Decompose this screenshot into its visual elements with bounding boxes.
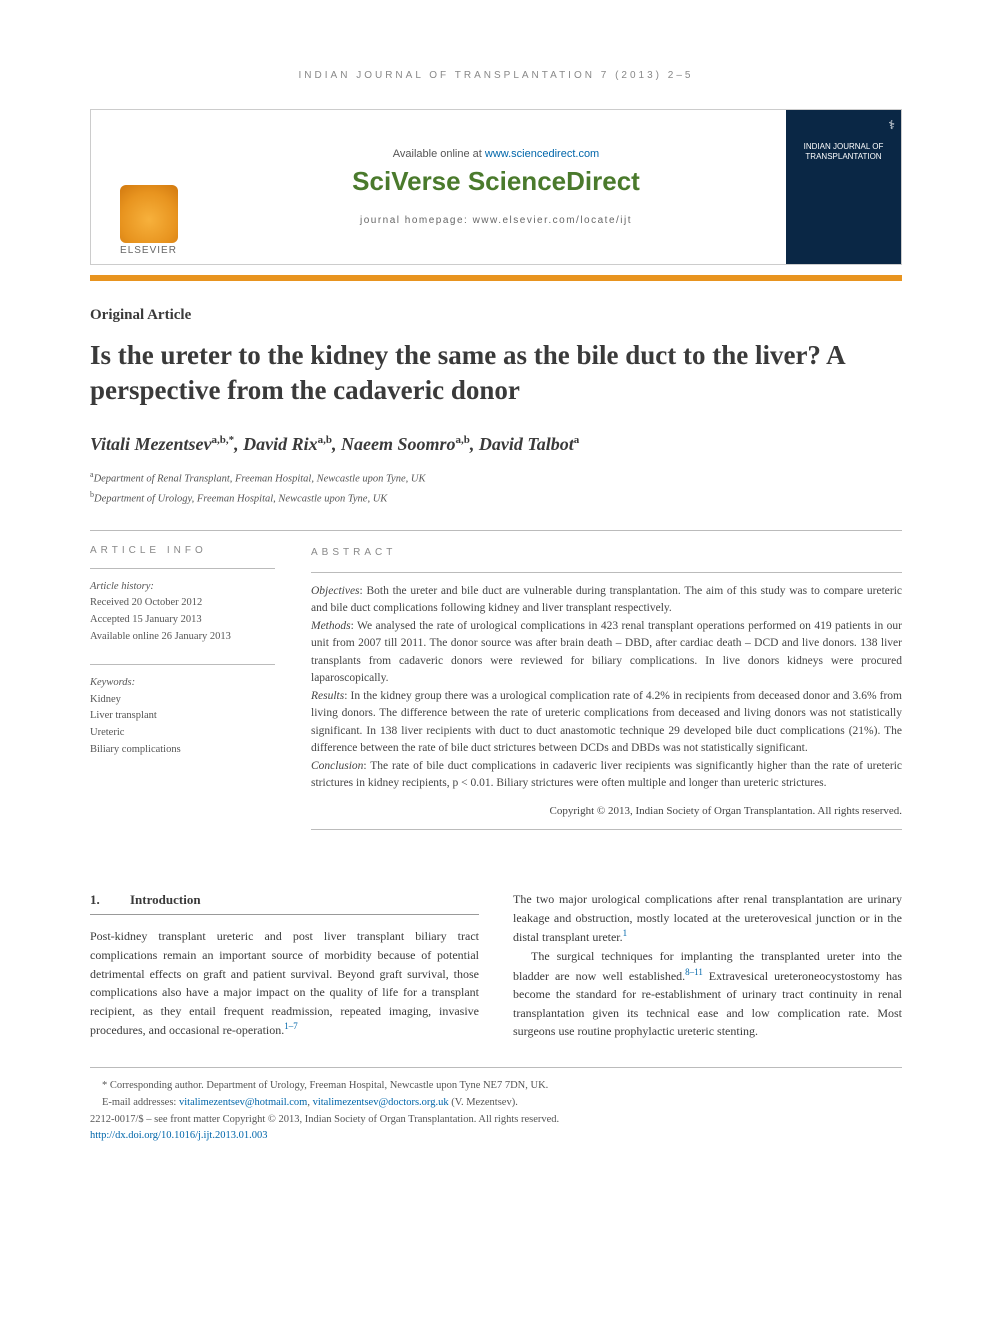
section-number: 1. — [90, 890, 130, 910]
divider — [90, 568, 275, 569]
abstract-objectives: Objectives: Both the ureter and bile duc… — [311, 583, 902, 618]
email-link[interactable]: vitalimezentsev@hotmail.com — [179, 1097, 307, 1108]
keyword: Kidney — [90, 694, 121, 705]
divider — [311, 572, 902, 573]
page: INDIAN JOURNAL OF TRANSPLANTATION 7 (201… — [0, 0, 992, 1185]
email-line: E-mail addresses: vitalimezentsev@hotmai… — [90, 1095, 902, 1112]
abstract-methods: Methods: We analysed the rate of urologi… — [311, 618, 902, 687]
issn-copyright: 2212-0017/$ – see front matter Copyright… — [90, 1112, 902, 1129]
banner-center: Available online at www.sciencedirect.co… — [206, 110, 786, 264]
divider — [90, 664, 275, 665]
abs-label: Conclusion — [311, 760, 363, 772]
email-label: E-mail addresses: — [102, 1097, 179, 1108]
email-link[interactable]: vitalimezentsev@doctors.org.uk — [313, 1097, 449, 1108]
citation-ref[interactable]: 1 — [623, 928, 628, 938]
author-affil-marker: a — [574, 434, 580, 446]
abs-text: Both the ureter and bile duct are vulner… — [311, 585, 902, 614]
abstract-conclusion: Conclusion: The rate of bile duct compli… — [311, 758, 902, 793]
affiliation: aDepartment of Renal Transplant, Freeman… — [90, 469, 902, 487]
affiliation: bDepartment of Urology, Freeman Hospital… — [90, 489, 902, 507]
sciencedirect-link[interactable]: www.sciencedirect.com — [485, 148, 599, 160]
abstract-results: Results: In the kidney group there was a… — [311, 688, 902, 757]
corresponding-author: * Corresponding author. Department of Ur… — [90, 1078, 902, 1095]
author: Naeem Soomro — [341, 434, 456, 454]
keywords-block: Keywords: Kidney Liver transplant Ureter… — [90, 675, 275, 759]
abs-text: We analysed the rate of urological compl… — [311, 620, 902, 684]
elsevier-logo: ELSEVIER — [120, 185, 178, 256]
running-head: INDIAN JOURNAL OF TRANSPLANTATION 7 (201… — [90, 70, 902, 81]
section-heading: 1.Introduction — [90, 890, 479, 915]
abs-label: Objectives — [311, 585, 360, 597]
section-title: Introduction — [130, 892, 201, 907]
author-list: Vitali Mezentseva,b,*, David Rixa,b, Nae… — [90, 434, 902, 455]
body-paragraph: Post-kidney transplant ureteric and post… — [90, 927, 479, 1040]
keyword: Ureteric — [90, 727, 124, 738]
history-online: Available online 26 January 2013 — [90, 631, 231, 642]
keywords-label: Keywords: — [90, 677, 135, 688]
affil-text: Department of Urology, Freeman Hospital,… — [94, 494, 387, 505]
article-type: Original Article — [90, 307, 902, 324]
cover-title: INDIAN JOURNAL OF TRANSPLANTATION — [792, 142, 895, 163]
body-column-left: 1.Introduction Post-kidney transplant ur… — [90, 890, 479, 1041]
history-accepted: Accepted 15 January 2013 — [90, 614, 202, 625]
divider — [311, 829, 902, 830]
orange-divider — [90, 275, 902, 281]
body-two-column: 1.Introduction Post-kidney transplant ur… — [90, 890, 902, 1041]
citation-ref[interactable]: 1–7 — [284, 1021, 298, 1031]
abs-label: Methods — [311, 620, 351, 632]
body-paragraph: The two major urological complications a… — [513, 890, 902, 947]
abs-text: The rate of bile duct complications in c… — [311, 760, 902, 789]
author-affil-marker: a,b,* — [212, 434, 235, 446]
body-column-right: The two major urological complications a… — [513, 890, 902, 1041]
author-affil-marker: a,b — [318, 434, 332, 446]
affil-text: Department of Renal Transplant, Freeman … — [94, 474, 426, 485]
abs-label: Results — [311, 690, 344, 702]
abstract-copyright: Copyright © 2013, Indian Society of Orga… — [311, 803, 902, 820]
body-text: The two major urological complications a… — [513, 892, 902, 944]
author: David Talbot — [479, 434, 574, 454]
sciverse-brand: SciVerse ScienceDirect — [352, 166, 640, 197]
article-info-head: ARTICLE INFO — [90, 545, 275, 556]
journal-homepage: journal homepage: www.elsevier.com/locat… — [360, 215, 632, 226]
history-received: Received 20 October 2012 — [90, 597, 202, 608]
divider — [90, 530, 902, 531]
article-history: Article history: Received 20 October 201… — [90, 579, 275, 646]
footnotes: * Corresponding author. Department of Ur… — [90, 1067, 902, 1145]
corr-text: Department of Urology, Freeman Hospital,… — [204, 1080, 549, 1091]
author-affil-marker: a,b — [456, 434, 470, 446]
keyword: Biliary complications — [90, 744, 181, 755]
article-title: Is the ureter to the kidney the same as … — [90, 338, 902, 408]
history-label: Article history: — [90, 581, 154, 592]
author: David Rix — [243, 434, 318, 454]
body-paragraph: The surgical techniques for implanting t… — [513, 947, 902, 1041]
article-info-column: ARTICLE INFO Article history: Received 2… — [90, 545, 275, 831]
available-prefix: Available online at — [393, 148, 485, 160]
keyword: Liver transplant — [90, 710, 157, 721]
publisher-logo-cell: ELSEVIER — [91, 110, 206, 264]
journal-banner: ELSEVIER Available online at www.science… — [90, 109, 902, 265]
elsevier-tree-icon — [120, 185, 178, 243]
publisher-name: ELSEVIER — [120, 245, 178, 256]
corr-label: * Corresponding author. — [102, 1080, 204, 1091]
abs-text: In the kidney group there was a urologic… — [311, 690, 902, 754]
citation-ref[interactable]: 8–11 — [685, 967, 703, 977]
abstract-head: ABSTRACT — [311, 545, 902, 560]
available-online-line: Available online at www.sciencedirect.co… — [393, 148, 599, 160]
journal-cover-thumb: ⚕ INDIAN JOURNAL OF TRANSPLANTATION — [786, 110, 901, 264]
abstract-column: ABSTRACT Objectives: Both the ureter and… — [311, 545, 902, 831]
doi-link[interactable]: http://dx.doi.org/10.1016/j.ijt.2013.01.… — [90, 1130, 267, 1141]
author: Vitali Mezentsev — [90, 434, 212, 454]
meta-abstract-row: ARTICLE INFO Article history: Received 2… — [90, 545, 902, 831]
